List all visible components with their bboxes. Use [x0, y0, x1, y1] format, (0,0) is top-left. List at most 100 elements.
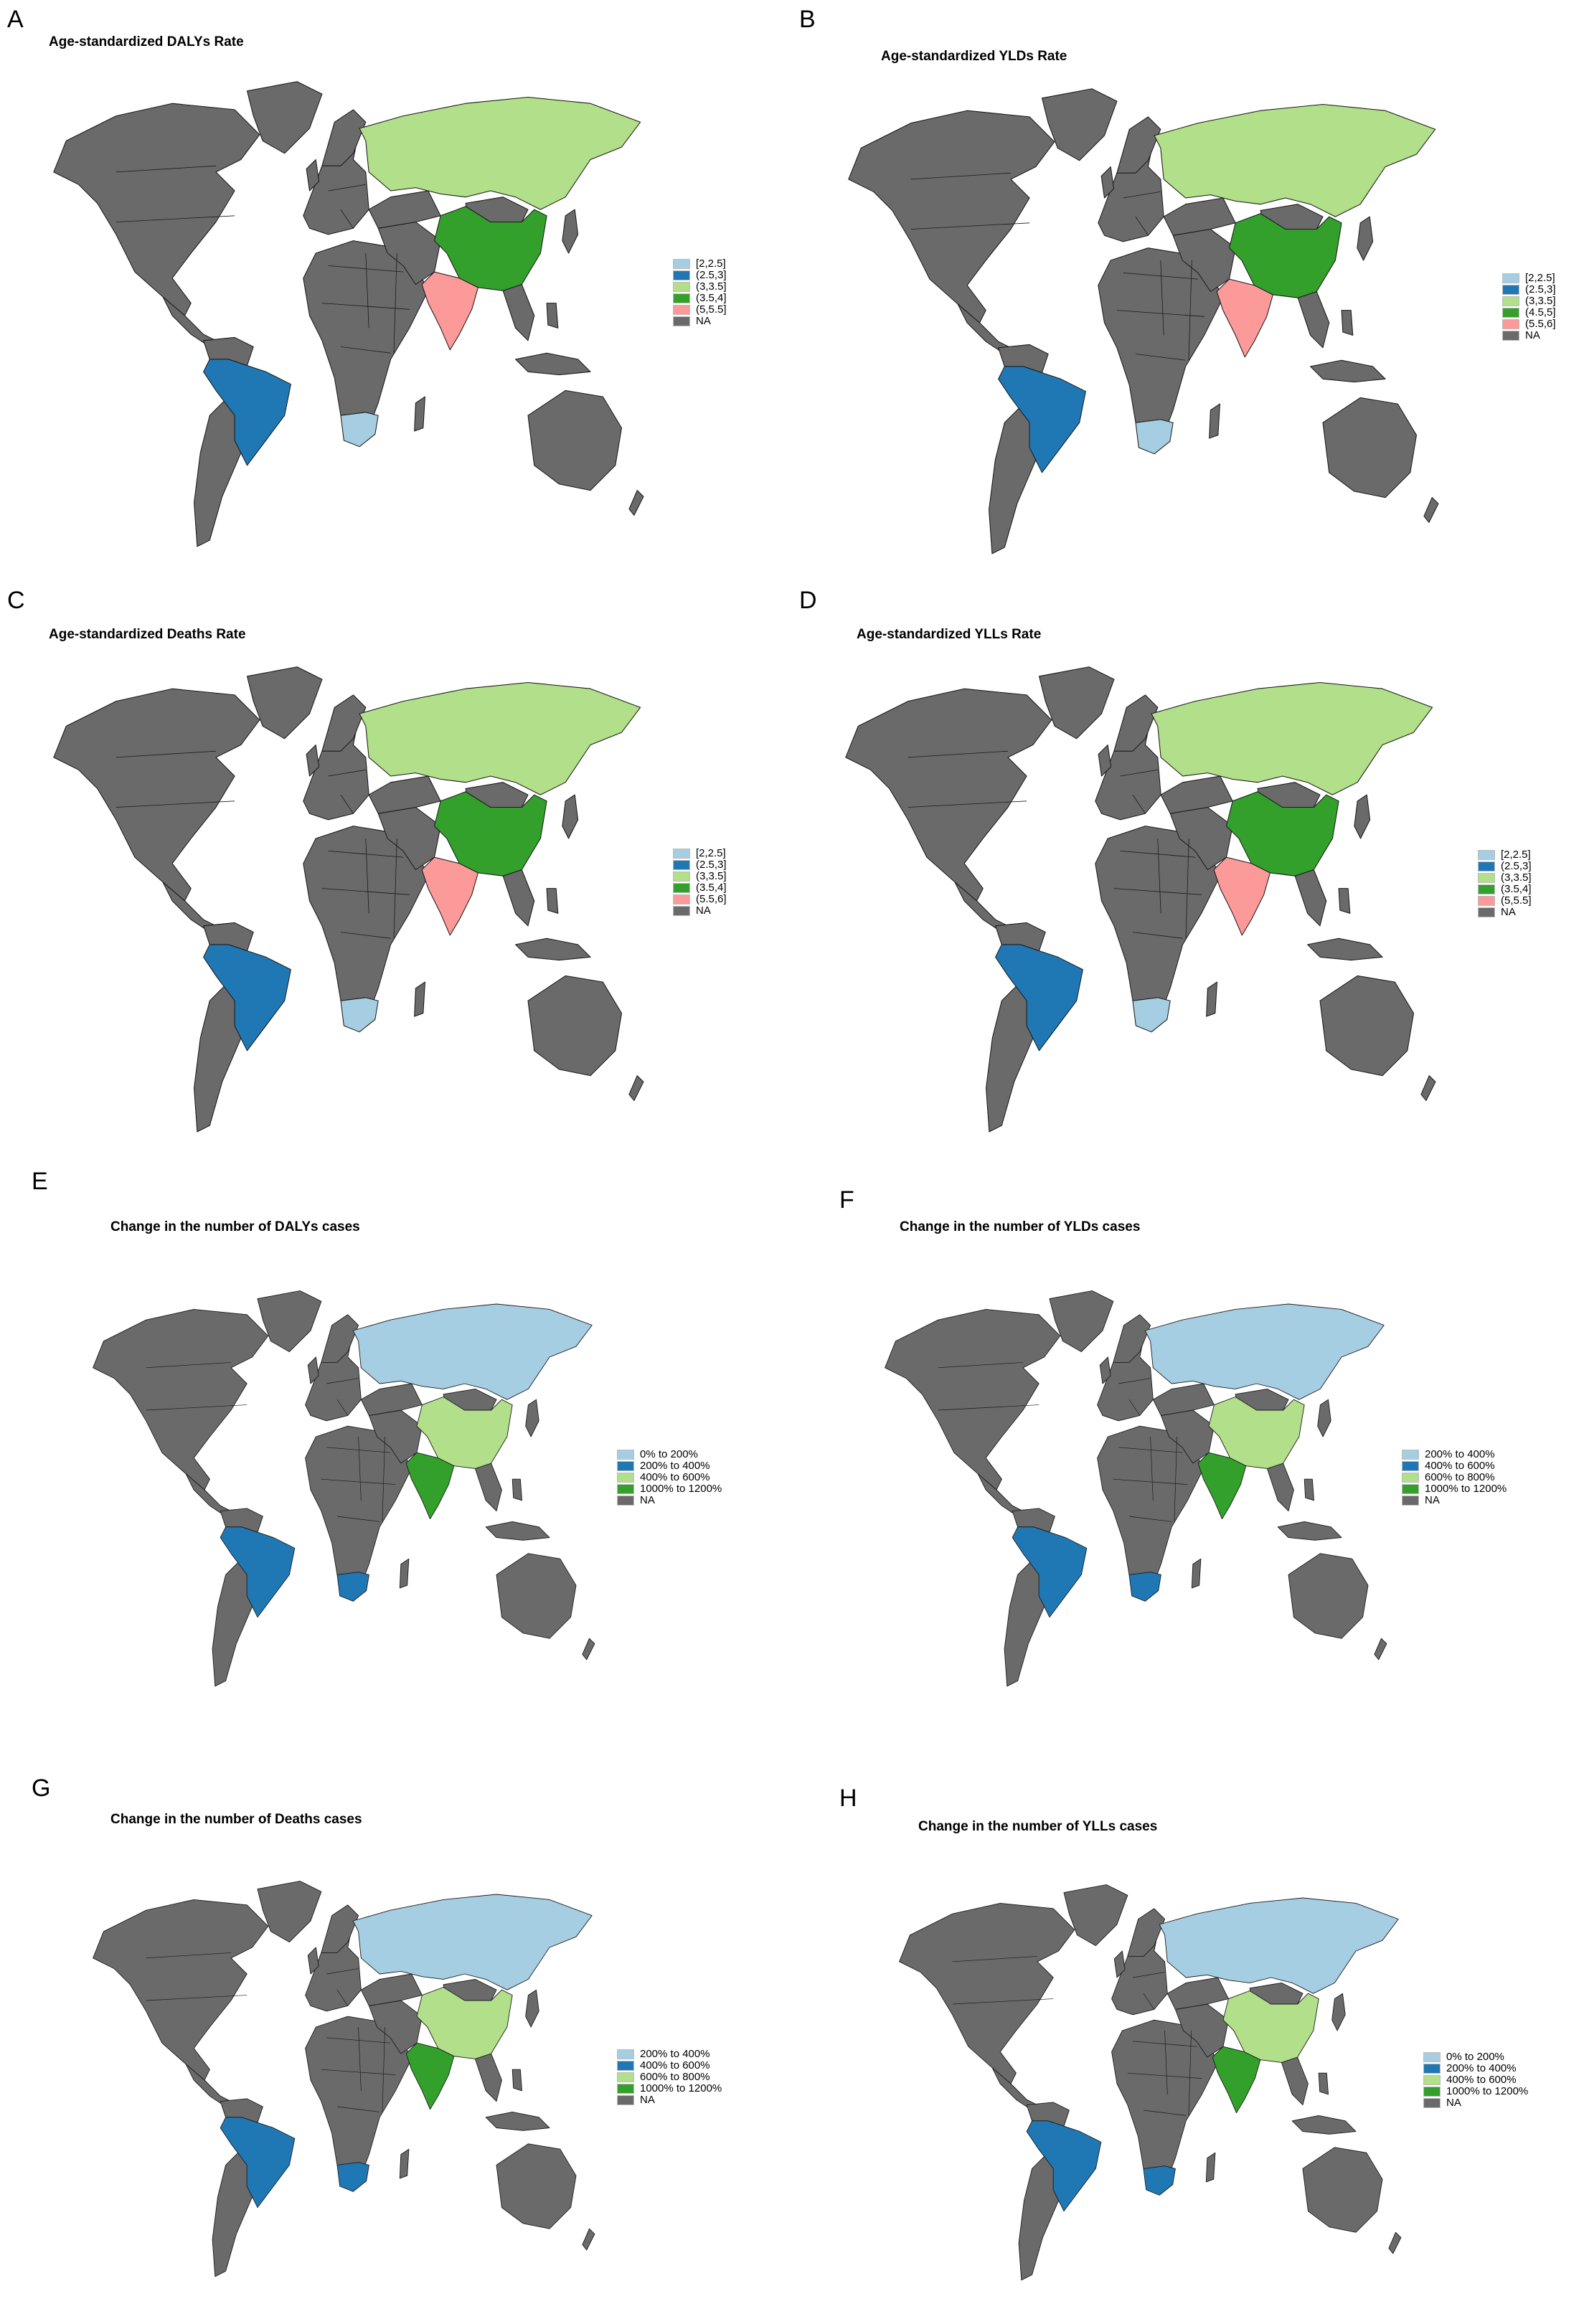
japan-land: [525, 1989, 539, 2028]
greenland-land: [257, 1290, 322, 1353]
legend-item: (5,5.5]: [673, 304, 727, 316]
china-region: [1222, 1990, 1319, 2063]
country-border: [1143, 1993, 1155, 2010]
new-zealand-land: [1420, 1075, 1436, 1101]
philippines-land: [546, 303, 559, 329]
legend-label: (5,5.5]: [696, 303, 727, 316]
country-border: [1132, 932, 1183, 939]
legend-label: 400% to 600%: [1446, 2074, 1517, 2086]
philippines-land: [1338, 888, 1351, 914]
country-border: [336, 1399, 349, 1416]
greenland-land: [1038, 666, 1115, 740]
country-border: [1128, 1516, 1172, 1522]
greenland-land: [246, 666, 323, 740]
country-border: [326, 1447, 391, 1453]
legend-swatch: [617, 2061, 634, 2071]
country-border: [146, 1362, 232, 1369]
country-border: [336, 1516, 380, 1522]
brazil-region: [220, 1526, 296, 1618]
china-region: [433, 791, 547, 877]
india-region: [1216, 278, 1273, 358]
legend-label: [2,2.5]: [1501, 849, 1531, 861]
scandinavia-land: [1113, 694, 1159, 752]
scandinavia-land: [321, 694, 367, 752]
central-asia-land: [1152, 1383, 1215, 1416]
legend: 200% to 400% 400% to 600% 600% to 800% 1000…: [617, 2049, 722, 2106]
legend-item: (5.5,6]: [1502, 318, 1556, 330]
legend-label: [2,2.5]: [696, 847, 726, 859]
legend-label: (3,3.5]: [1501, 872, 1532, 884]
legend-swatch: [1478, 896, 1495, 906]
madagascar-land: [1206, 981, 1217, 1017]
legend-item: 200% to 400%: [617, 1460, 722, 1472]
country-border: [1133, 1972, 1165, 1978]
country-border: [393, 252, 397, 354]
panel-title: Change in the number of YLDs cases: [900, 1219, 1141, 1234]
indonesia-land: [1310, 359, 1386, 383]
indonesia-land: [485, 1521, 550, 1541]
legend-item: 0% to 200%: [1423, 2051, 1528, 2063]
legend-swatch: [1423, 2064, 1441, 2074]
panel-letter: D: [799, 587, 817, 614]
legend: [2,2.5] (2.5,3] (3,3.5] (3.5,4] (5,5.5] NA: [1478, 849, 1532, 918]
country-border: [365, 252, 369, 329]
legend-label: (3,3.5]: [696, 870, 727, 882]
greenland-land: [257, 1881, 322, 1943]
southeast-asia-land: [1294, 869, 1327, 927]
country-border: [382, 1436, 385, 1522]
southeast-asia-land: [502, 869, 535, 927]
country-border: [328, 851, 404, 858]
legend-item: 200% to 400%: [617, 2049, 722, 2060]
central-asia-land: [1166, 1977, 1229, 2010]
legend-item: (3,3.5]: [1502, 296, 1556, 307]
indonesia-land: [1307, 937, 1383, 961]
australia-land: [1302, 2147, 1383, 2233]
panel-b: B Age-standardized YLDs Rate [2,2.5] (2.5…: [792, 0, 1584, 581]
country-border: [321, 888, 410, 895]
country-border: [1120, 769, 1158, 777]
legend-swatch: [617, 2095, 634, 2105]
legend-swatch: [617, 2084, 634, 2094]
legend-swatch: [673, 270, 690, 280]
uk-land: [1100, 166, 1115, 199]
country-border: [1113, 1478, 1188, 1485]
north-america-land: [848, 110, 1055, 323]
country-border: [1185, 838, 1189, 939]
china-region: [1208, 1397, 1305, 1469]
india-region: [1212, 2046, 1261, 2114]
panel-title: Age-standardized YLLs Rate: [857, 627, 1042, 642]
south-africa-region: [1128, 1572, 1161, 1602]
indonesia-land: [485, 2111, 550, 2131]
australia-land: [527, 389, 623, 491]
legend-item: NA: [617, 1495, 722, 1506]
legend-item: 1000% to 1200%: [1402, 1483, 1507, 1495]
india-region: [405, 2042, 455, 2110]
australia-land: [527, 975, 623, 1077]
legend-label: [2,2.5]: [1525, 272, 1555, 284]
brazil-region: [203, 359, 291, 466]
southeast-asia-land: [1297, 290, 1330, 349]
legend-label: (2.5,3]: [696, 269, 727, 281]
south-africa-region: [340, 412, 379, 448]
japan-land: [1357, 216, 1374, 261]
indonesia-land: [1291, 2115, 1357, 2135]
legend-swatch: [1502, 331, 1519, 341]
russia-region: [359, 681, 641, 795]
russia-region: [352, 1303, 593, 1400]
legend-label: (2.5,3]: [1525, 283, 1556, 296]
legend-swatch: [1478, 850, 1495, 860]
panel-letter: G: [32, 1775, 51, 1802]
country-border: [908, 750, 1009, 758]
legend-swatch: [1502, 296, 1519, 306]
legend-label: 1000% to 1200%: [1425, 1483, 1507, 1495]
panel-title: Change in the number of YLLs cases: [918, 1819, 1158, 1834]
legend-label: [2,2.5]: [696, 258, 726, 270]
middle-east-land: [377, 221, 441, 285]
country-border: [1143, 2110, 1187, 2116]
country-border: [340, 209, 354, 229]
philippines-land: [512, 1478, 522, 1501]
legend-label: (3.5,4]: [696, 882, 727, 894]
scandinavia-land: [1116, 116, 1161, 174]
panel-letter: H: [839, 1785, 857, 1812]
country-border: [326, 1968, 359, 1975]
